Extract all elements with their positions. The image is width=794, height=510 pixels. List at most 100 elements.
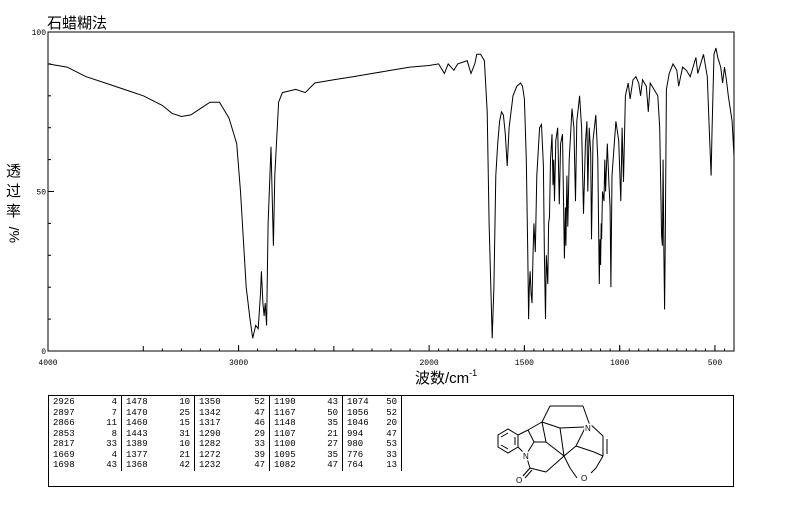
peak-transmittance: 52 <box>254 397 265 407</box>
carbonyl-oxygen-label: O <box>516 476 522 485</box>
peak-transmittance: 46 <box>254 418 265 428</box>
peak-wavenumber: 1232 <box>199 460 221 470</box>
x-axis-ticks: 4000 3000 2000 1500 1000 500 <box>38 345 725 368</box>
peak-wavenumber: 1460 <box>126 418 148 428</box>
peak-row: 2926 4 <box>53 397 117 408</box>
peak-row: 1478 10 <box>126 397 190 408</box>
peak-transmittance: 10 <box>179 397 190 407</box>
peak-row: 1148 35 <box>274 418 338 429</box>
peak-transmittance: 47 <box>254 460 265 470</box>
ir-spectrum-chart: 石蜡糊法 0 50 100 4000 3000 2000 1500 1000 500 透 过 … <box>6 15 735 387</box>
peak-wavenumber: 1148 <box>274 418 296 428</box>
peak-transmittance: 25 <box>179 407 190 418</box>
peak-wavenumber: 1190 <box>274 397 296 407</box>
peak-transmittance: 7 <box>111 407 117 418</box>
peak-row: 1190 43 <box>274 397 338 408</box>
peak-wavenumber: 1056 <box>347 407 369 418</box>
peak-transmittance: 29 <box>254 428 265 439</box>
peak-wavenumber: 1100 <box>274 439 296 449</box>
peak-wavenumber: 2897 <box>53 407 75 418</box>
peak-transmittance: 50 <box>386 397 397 407</box>
peak-transmittance: 50 <box>327 407 338 418</box>
peak-transmittance: 35 <box>327 418 338 428</box>
peak-row: 776 33 <box>347 450 397 461</box>
nitrogen-atom-label-cage: N <box>585 424 591 433</box>
y-tick-label: 100 <box>32 29 47 38</box>
peak-row: 764 13 <box>347 460 397 471</box>
peak-wavenumber: 2853 <box>53 428 75 439</box>
peak-wavenumber: 1167 <box>274 407 296 418</box>
peak-wavenumber: 1074 <box>347 397 369 407</box>
peak-transmittance: 53 <box>386 439 397 449</box>
peak-transmittance: 31 <box>179 428 190 439</box>
peak-wavenumber: 1046 <box>347 418 369 428</box>
peak-row: 1350 52 <box>199 397 265 408</box>
x-tick-label: 2000 <box>420 359 439 368</box>
peak-wavenumber: 1470 <box>126 407 148 418</box>
x-tick-label: 1000 <box>610 359 629 368</box>
peak-wavenumber: 1082 <box>274 460 296 470</box>
peak-row: 1470 25 <box>126 408 190 419</box>
peak-wavenumber: 1389 <box>126 439 148 449</box>
peak-row: 1443 31 <box>126 429 190 440</box>
peak-row: 1698 43 <box>53 460 117 471</box>
x-tick-label: 500 <box>708 359 723 368</box>
peak-wavenumber: 776 <box>347 449 364 460</box>
peak-wavenumber: 1272 <box>199 449 221 460</box>
peak-transmittance: 33 <box>254 439 265 449</box>
x-tick-label: 3000 <box>229 359 248 368</box>
peak-wavenumber: 1290 <box>199 428 221 439</box>
peak-column-1: 2926 4 2897 7 2866 11 2853 8 2817 33 1669 4 1698 43 <box>49 396 122 471</box>
peak-transmittance: 4 <box>111 397 117 407</box>
peak-row: 1107 21 <box>274 429 338 440</box>
peak-row: 2897 7 <box>53 408 117 419</box>
molecule-structure: N N O O <box>497 405 608 486</box>
peak-transmittance: 43 <box>327 397 338 407</box>
peak-transmittance: 13 <box>386 460 397 470</box>
peak-transmittance: 43 <box>106 460 117 470</box>
peak-wavenumber: 2866 <box>53 418 75 428</box>
peak-wavenumber: 1478 <box>126 397 148 407</box>
peak-wavenumber: 1698 <box>53 460 75 470</box>
nitrogen-atom-label-indole: N <box>523 452 529 461</box>
peak-transmittance: 8 <box>111 428 117 439</box>
peak-row: 1272 39 <box>199 450 265 461</box>
y-axis-label-char-1: 透 <box>6 163 21 180</box>
peak-transmittance: 42 <box>179 460 190 470</box>
peak-wavenumber: 1342 <box>199 407 221 418</box>
peak-wavenumber: 1095 <box>274 449 296 460</box>
peak-transmittance: 4 <box>111 449 117 460</box>
peak-row: 1669 4 <box>53 450 117 461</box>
x-axis-label: 波数/cm-1 <box>415 368 477 387</box>
peak-row: 1167 50 <box>274 408 338 419</box>
ether-oxygen-label: O <box>581 474 587 483</box>
chart-title: 石蜡糊法 <box>47 15 107 32</box>
peak-transmittance: 47 <box>386 428 397 439</box>
peak-wavenumber: 1368 <box>126 460 148 470</box>
peak-row: 1377 21 <box>126 450 190 461</box>
peak-row: 2817 33 <box>53 439 117 450</box>
peak-transmittance: 39 <box>254 449 265 460</box>
peak-row: 1100 27 <box>274 439 338 450</box>
peak-transmittance: 20 <box>386 418 397 428</box>
peak-row: 1056 52 <box>347 408 397 419</box>
spectrum-trace <box>47 47 735 339</box>
peak-wavenumber: 764 <box>347 460 364 470</box>
peak-wavenumber: 1107 <box>274 428 296 439</box>
y-tick-label: 0 <box>41 348 46 357</box>
peak-row: 2853 8 <box>53 429 117 440</box>
peak-row: 1095 35 <box>274 450 338 461</box>
peak-transmittance: 11 <box>106 418 117 428</box>
y-axis-ticks: 0 50 100 <box>32 29 54 357</box>
peak-wavenumber: 1443 <box>126 428 148 439</box>
peak-wavenumber: 2926 <box>53 397 75 407</box>
peak-transmittance: 47 <box>327 460 338 470</box>
x-axis-label-text: 波数/cm <box>415 370 469 387</box>
peak-row: 1046 20 <box>347 418 397 429</box>
peak-wavenumber: 1669 <box>53 449 75 460</box>
peak-transmittance: 33 <box>106 439 117 449</box>
peak-row: 1282 33 <box>199 439 265 450</box>
peak-transmittance: 15 <box>179 418 190 428</box>
peak-row: 1317 46 <box>199 418 265 429</box>
peak-wavenumber: 1350 <box>199 397 221 407</box>
